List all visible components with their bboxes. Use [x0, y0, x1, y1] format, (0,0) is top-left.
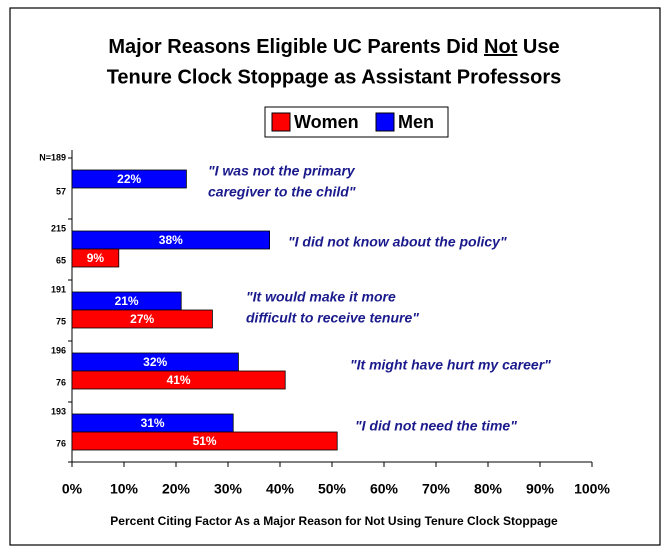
chart-title: Major Reasons Eligible UC Parents Did No…	[108, 36, 559, 58]
x-tick-label: 30%	[214, 481, 243, 497]
sample-size: 57	[56, 186, 66, 196]
legend-swatch	[271, 112, 291, 132]
title-part: Use	[523, 36, 560, 58]
title-part: Major Reasons Eligible UC Parents Did	[108, 36, 478, 58]
x-tick-label: 10%	[110, 481, 139, 497]
x-tick-label: 70%	[422, 481, 451, 497]
legend-label: Men	[398, 112, 434, 132]
category-label: "It might have hurt my career"	[350, 357, 551, 373]
x-tick-label: 100%	[574, 481, 610, 497]
x-tick-label: 80%	[474, 481, 503, 497]
category-label: "I was not the primary	[208, 163, 356, 179]
value-label: 22%	[117, 172, 141, 186]
x-tick-label: 50%	[318, 481, 347, 497]
legend-swatch	[375, 112, 395, 132]
bar	[71, 230, 271, 250]
x-tick-label: 60%	[370, 481, 399, 497]
sample-size: 196	[51, 345, 66, 355]
category-label: caregiver to the child"	[208, 184, 356, 200]
sample-size: 191	[51, 284, 66, 294]
category-label: "I did not need the time"	[355, 418, 517, 434]
category-label: "I did not know about the policy"	[288, 234, 507, 250]
x-axis-label: Percent Citing Factor As a Major Reason …	[110, 514, 558, 528]
chart-title: Tenure Clock Stoppage as Assistant Profe…	[107, 66, 562, 88]
sample-size: 193	[51, 406, 66, 416]
frame	[9, 7, 661, 546]
bar	[71, 169, 187, 189]
sample-size: 76	[56, 377, 66, 387]
value-label: 41%	[167, 373, 191, 387]
category-label: difficult to receive tenure"	[246, 310, 419, 326]
legend-label: Women	[294, 112, 359, 132]
legend-box	[264, 106, 449, 138]
x-tick-label: 0%	[62, 481, 83, 497]
x-tick-label: 20%	[162, 481, 191, 497]
x-tick-label: 90%	[526, 481, 555, 497]
bar	[71, 431, 338, 451]
bar	[71, 248, 120, 268]
bar	[71, 370, 286, 390]
value-label: 27%	[130, 312, 154, 326]
value-label: 51%	[193, 434, 217, 448]
sample-size: N=189	[39, 152, 66, 162]
value-label: 31%	[141, 416, 165, 430]
sample-size: 215	[51, 223, 66, 233]
title-part: Not	[484, 36, 518, 58]
value-label: 38%	[159, 233, 183, 247]
sample-size: 65	[56, 255, 66, 265]
x-tick-label: 40%	[266, 481, 295, 497]
sample-size: 75	[56, 316, 66, 326]
sample-size: 76	[56, 438, 66, 448]
bar	[71, 309, 213, 329]
value-label: 9%	[87, 251, 105, 265]
value-label: 21%	[115, 294, 139, 308]
value-label: 32%	[143, 355, 167, 369]
category-label: "It would make it more	[246, 289, 396, 305]
